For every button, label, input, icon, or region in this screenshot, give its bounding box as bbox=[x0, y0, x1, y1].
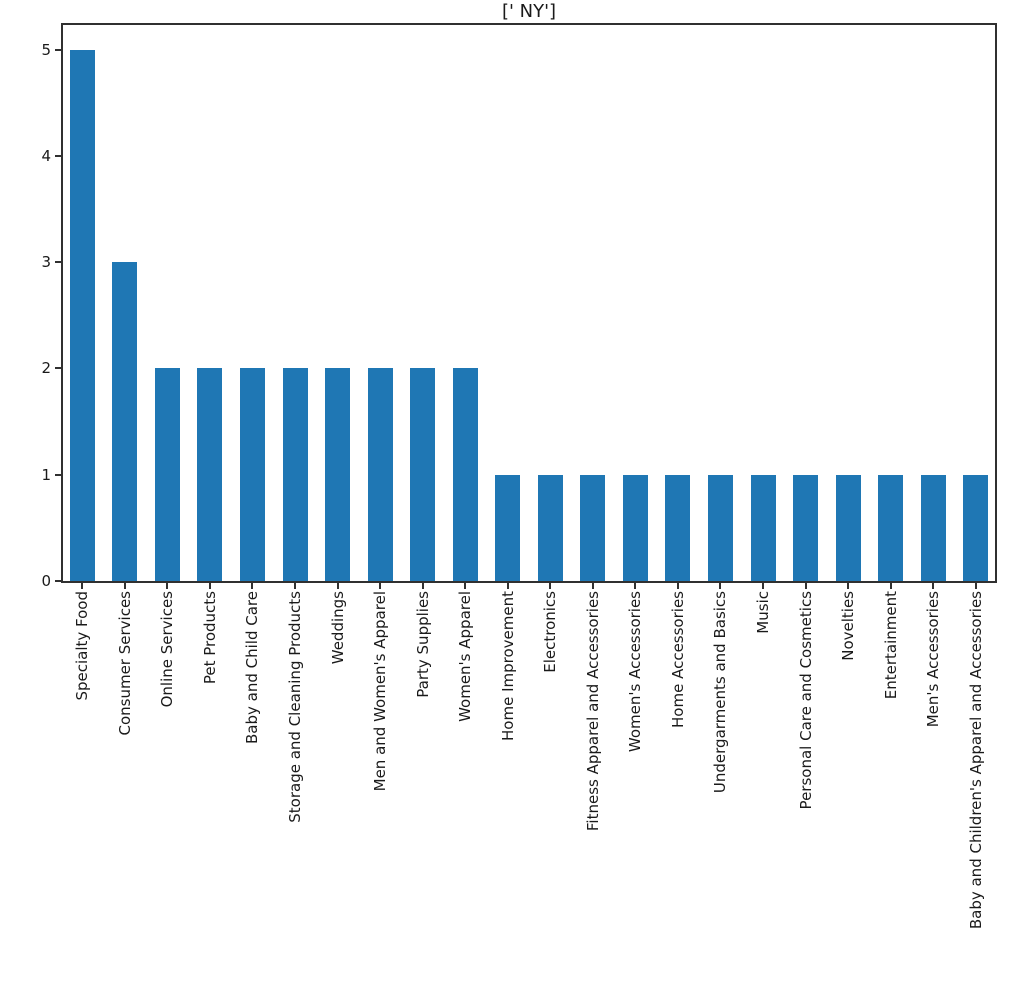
x-tick-label: Weddings bbox=[328, 591, 347, 665]
x-tick-mark bbox=[379, 583, 382, 589]
x-tick-label: Online Services bbox=[158, 591, 177, 708]
bar bbox=[239, 368, 265, 581]
x-tick-mark bbox=[294, 583, 296, 589]
bar bbox=[707, 474, 733, 581]
x-tick-label: Party Supplies bbox=[413, 591, 432, 698]
x-tick-label: Baby and Child Care bbox=[243, 591, 262, 744]
x-tick-label: Home Improvement bbox=[498, 591, 517, 741]
plot-area bbox=[61, 23, 997, 581]
chart-title: [' NY'] bbox=[501, 1, 557, 22]
bar bbox=[537, 474, 563, 581]
x-tick-mark bbox=[974, 583, 977, 589]
bar bbox=[920, 474, 946, 581]
y-tick-label: 1 bbox=[41, 465, 51, 484]
bar bbox=[69, 49, 95, 581]
bar bbox=[835, 474, 861, 581]
y-tick-label: 4 bbox=[41, 146, 51, 165]
bar bbox=[410, 368, 436, 581]
bar bbox=[154, 368, 180, 581]
x-tick-mark bbox=[166, 583, 169, 589]
y-tick-label: 2 bbox=[41, 359, 51, 378]
bar bbox=[580, 474, 606, 581]
right-spine bbox=[995, 23, 997, 583]
y-tick-mark bbox=[55, 261, 61, 264]
x-tick-label: Pet Products bbox=[200, 591, 219, 685]
bar bbox=[622, 474, 648, 581]
bar bbox=[112, 262, 138, 581]
y-tick-label: 0 bbox=[41, 572, 51, 590]
x-tick-label: Entertainment bbox=[881, 591, 900, 700]
x-tick-mark bbox=[208, 583, 211, 589]
x-tick-mark bbox=[804, 583, 807, 589]
x-tick-mark bbox=[676, 583, 679, 589]
y-tick-mark bbox=[55, 48, 61, 51]
y-tick-mark bbox=[55, 473, 61, 476]
x-tick-mark bbox=[719, 583, 722, 589]
x-tick-mark bbox=[762, 583, 764, 589]
x-tick-label: Fitness Apparel and Accessories bbox=[583, 591, 602, 832]
bar bbox=[367, 368, 393, 581]
x-tick-label: Women's Apparel bbox=[456, 591, 475, 722]
y-tick-mark bbox=[55, 580, 61, 582]
x-tick-label: Storage and Cleaning Products bbox=[286, 591, 304, 823]
bar bbox=[665, 474, 691, 581]
x-tick-mark bbox=[464, 583, 467, 589]
x-tick-label: Undergarments and Basics bbox=[711, 591, 730, 794]
x-tick-label: Men's Accessories bbox=[924, 591, 943, 728]
bar bbox=[495, 474, 521, 581]
x-tick-mark bbox=[889, 583, 892, 589]
bar bbox=[793, 474, 819, 581]
x-tick-mark bbox=[591, 583, 594, 589]
bar bbox=[325, 368, 351, 581]
bottom-spine bbox=[61, 581, 997, 583]
x-tick-mark bbox=[336, 583, 339, 589]
bar bbox=[878, 474, 904, 581]
x-tick-mark bbox=[549, 583, 552, 589]
x-tick-label: Specialty Food bbox=[73, 591, 92, 701]
x-tick-label: Home Accessories bbox=[668, 591, 687, 728]
top-spine bbox=[61, 23, 997, 25]
y-tick-mark bbox=[55, 154, 61, 157]
x-tick-label: Women's Accessories bbox=[626, 591, 645, 753]
x-tick-mark bbox=[847, 583, 850, 589]
bar bbox=[750, 474, 776, 581]
x-tick-label: Electronics bbox=[541, 591, 560, 673]
x-tick-label: Novelties bbox=[839, 591, 858, 661]
x-tick-mark bbox=[81, 583, 84, 589]
bar bbox=[452, 368, 478, 581]
x-tick-mark bbox=[251, 583, 254, 589]
y-tick-mark bbox=[55, 367, 61, 370]
x-tick-mark bbox=[421, 583, 424, 589]
x-tick-label: Men and Women's Apparel bbox=[371, 591, 390, 792]
y-tick-label: 3 bbox=[41, 253, 51, 272]
x-tick-mark bbox=[634, 583, 637, 589]
x-tick-label: Consumer Services bbox=[115, 591, 134, 736]
bar bbox=[963, 474, 989, 581]
bar bbox=[197, 368, 223, 581]
x-tick-label: Personal Care and Cosmetics bbox=[796, 591, 815, 810]
x-tick-label: Music bbox=[754, 591, 772, 634]
left-spine bbox=[61, 23, 63, 583]
x-tick-mark bbox=[932, 583, 935, 589]
x-tick-label: Baby and Children's Apparel and Accessor… bbox=[966, 591, 985, 930]
y-tick-label: 5 bbox=[41, 40, 51, 59]
x-tick-mark bbox=[506, 583, 509, 589]
x-tick-mark bbox=[123, 583, 126, 589]
bar bbox=[282, 368, 308, 581]
